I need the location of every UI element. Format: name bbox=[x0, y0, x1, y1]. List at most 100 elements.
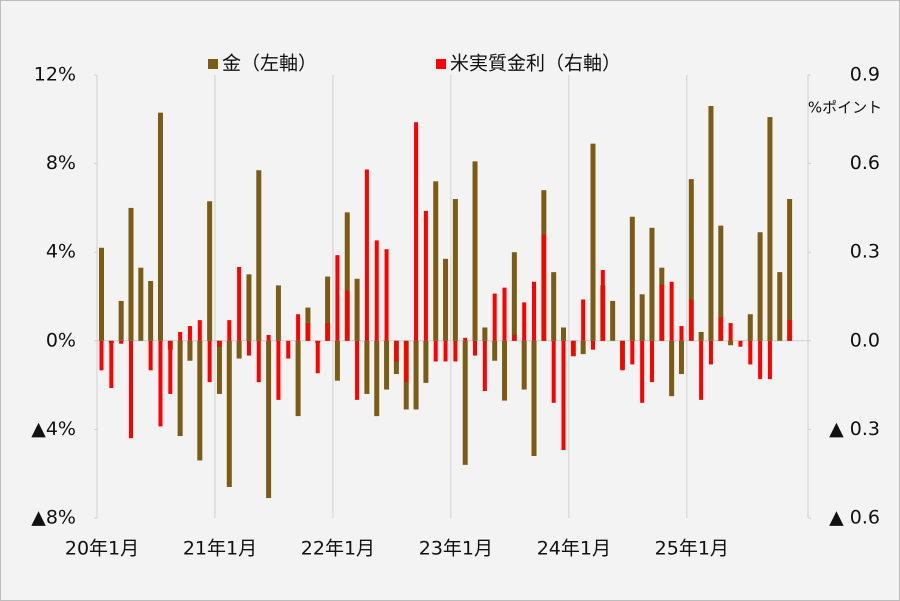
bar bbox=[767, 117, 773, 341]
bar bbox=[787, 199, 793, 341]
bar bbox=[345, 290, 350, 341]
bar bbox=[295, 340, 301, 417]
bar bbox=[384, 249, 389, 341]
bar bbox=[158, 340, 163, 427]
bar bbox=[266, 334, 271, 341]
bar bbox=[521, 340, 527, 390]
bar bbox=[581, 299, 586, 341]
bar bbox=[325, 323, 330, 341]
bar bbox=[197, 320, 202, 341]
bar bbox=[157, 112, 163, 341]
bar bbox=[404, 340, 409, 383]
bar bbox=[237, 266, 242, 341]
legend-swatch bbox=[208, 59, 218, 69]
bar bbox=[276, 340, 281, 400]
bar bbox=[315, 340, 320, 374]
bar bbox=[551, 340, 556, 403]
bar bbox=[590, 143, 596, 341]
bar bbox=[728, 323, 733, 341]
bar bbox=[482, 340, 487, 392]
bar bbox=[522, 302, 527, 341]
bar bbox=[119, 340, 124, 344]
bar bbox=[708, 340, 713, 365]
bar bbox=[531, 340, 537, 456]
bar bbox=[433, 340, 438, 362]
bar bbox=[747, 314, 753, 341]
y-tick-label: 12% bbox=[34, 64, 76, 86]
bar bbox=[502, 340, 508, 401]
bar bbox=[482, 327, 488, 341]
bar bbox=[99, 340, 104, 371]
bar bbox=[443, 258, 449, 341]
x-tick-label: 22年1月 bbox=[301, 538, 375, 560]
bar bbox=[216, 340, 222, 394]
bar bbox=[374, 340, 380, 417]
bar bbox=[688, 179, 694, 341]
bar bbox=[266, 340, 272, 499]
bar bbox=[109, 340, 114, 389]
bar bbox=[118, 300, 124, 341]
y2-tick-label: 0.0 bbox=[850, 329, 880, 351]
bar bbox=[787, 320, 792, 341]
bar bbox=[178, 331, 183, 341]
bar bbox=[600, 269, 605, 341]
bar bbox=[413, 340, 419, 410]
bar bbox=[678, 340, 684, 375]
bar bbox=[640, 340, 645, 403]
bar bbox=[99, 247, 104, 341]
bar bbox=[669, 281, 674, 341]
bar bbox=[364, 340, 370, 394]
bar bbox=[492, 340, 498, 361]
y-tick-label: 4% bbox=[46, 241, 76, 263]
bar bbox=[364, 169, 369, 341]
bar bbox=[344, 212, 350, 341]
bar bbox=[728, 340, 734, 346]
bar bbox=[296, 314, 301, 341]
bar bbox=[649, 227, 655, 341]
bar bbox=[620, 340, 625, 371]
y-tick-label: 0% bbox=[46, 329, 76, 351]
bar bbox=[767, 340, 772, 380]
bar bbox=[561, 327, 567, 341]
bar bbox=[453, 340, 458, 362]
bar bbox=[325, 276, 331, 341]
bar bbox=[305, 323, 310, 341]
y-tick-label: ▲8% bbox=[31, 507, 76, 529]
y2-tick-label: 0.6 bbox=[850, 152, 880, 174]
bar bbox=[374, 240, 379, 341]
bar bbox=[128, 340, 133, 439]
y2-tick-label: 0.9 bbox=[850, 64, 880, 86]
bar bbox=[629, 216, 635, 341]
bar bbox=[591, 340, 595, 350]
legend-label: 金（左軸） bbox=[222, 53, 317, 75]
bar bbox=[472, 161, 478, 341]
x-tick-label: 24年1月 bbox=[537, 538, 611, 560]
bar bbox=[246, 340, 251, 356]
bar bbox=[511, 252, 517, 341]
bar bbox=[433, 181, 439, 341]
y-tick-label: 8% bbox=[46, 152, 76, 174]
bar bbox=[236, 340, 242, 359]
legend-label: 米実質金利（右軸） bbox=[450, 53, 621, 75]
bar bbox=[275, 285, 281, 341]
bar bbox=[757, 232, 763, 341]
bar bbox=[718, 317, 723, 341]
y2-unit: %ポイント bbox=[808, 99, 882, 117]
y2-tick-label: ▲ 0.3 bbox=[829, 418, 880, 440]
bar bbox=[502, 287, 507, 341]
y2-tick-label: ▲ 0.6 bbox=[829, 507, 880, 529]
bar bbox=[227, 320, 232, 341]
x-tick-label: 25年1月 bbox=[655, 538, 729, 560]
bar bbox=[286, 340, 291, 359]
bar bbox=[414, 122, 419, 341]
bar bbox=[463, 337, 468, 341]
bar bbox=[187, 340, 193, 361]
bar bbox=[708, 106, 714, 341]
bar bbox=[334, 340, 340, 381]
y-tick-label: ▲4% bbox=[31, 418, 76, 440]
bar bbox=[639, 294, 645, 341]
bar bbox=[256, 170, 262, 341]
bar bbox=[698, 331, 704, 341]
